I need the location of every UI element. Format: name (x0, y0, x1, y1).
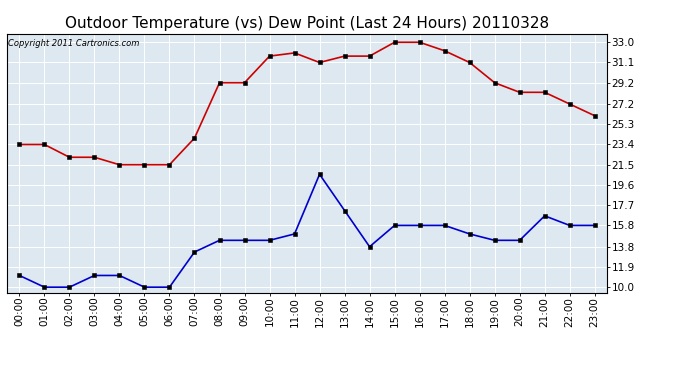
Text: Copyright 2011 Cartronics.com: Copyright 2011 Cartronics.com (8, 39, 139, 48)
Title: Outdoor Temperature (vs) Dew Point (Last 24 Hours) 20110328: Outdoor Temperature (vs) Dew Point (Last… (65, 16, 549, 31)
